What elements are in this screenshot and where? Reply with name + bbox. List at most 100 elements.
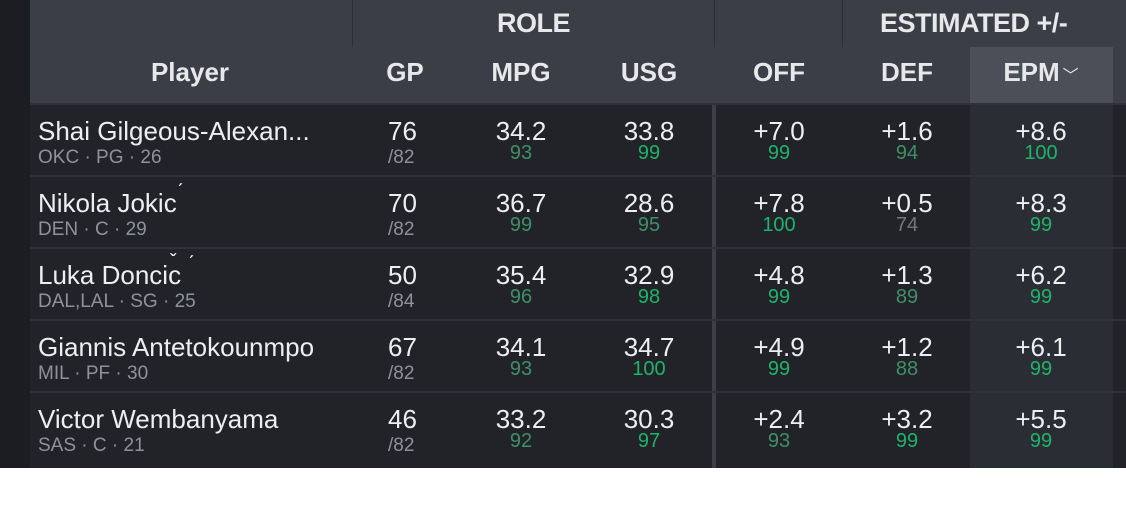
player-meta: SAS · C · 21 [38, 435, 145, 456]
mpg-value: 34.1 [495, 332, 547, 362]
player-name[interactable]: Luka Doncic [38, 260, 182, 290]
usg-percentile: 98 [637, 286, 661, 308]
epm-value: +8.3 [1015, 188, 1067, 218]
accent-mark-icon: ˊ [188, 253, 195, 275]
chevron-down-icon[interactable]: ﹀ [1062, 68, 1079, 86]
column-divider [712, 103, 716, 468]
epm-value: +5.5 [1015, 404, 1067, 434]
usg-value: 34.7 [623, 332, 675, 362]
games-total: /82 [388, 435, 415, 456]
off-value: +7.0 [753, 116, 805, 146]
off-value: +2.4 [753, 404, 805, 434]
def-value: +3.2 [881, 404, 933, 434]
col-header-usg[interactable]: USG [620, 57, 678, 87]
row-divider [30, 103, 1126, 105]
player-name[interactable]: Giannis Antetokounmpo [38, 332, 315, 362]
mpg-value: 33.2 [495, 404, 547, 434]
mpg-value: 34.2 [495, 116, 547, 146]
mpg-percentile: 92 [509, 430, 533, 452]
row-divider [30, 391, 1126, 393]
col-header-epm[interactable]: EPM ﹀ [991, 57, 1091, 88]
games-total: /84 [388, 291, 415, 312]
off-percentile: 99 [767, 358, 791, 380]
mpg-percentile: 93 [509, 142, 533, 164]
accent-mark-icon: ˊ [177, 181, 184, 203]
mpg-value: 35.4 [495, 260, 547, 290]
table-row[interactable]: Victor Wembanyama SAS · C · 21 46 /82 33… [30, 392, 1126, 464]
row-divider [30, 247, 1126, 249]
games-played: 76 [388, 116, 417, 146]
stats-table: ROLE ESTIMATED +/- Player GP MPG USG OFF… [30, 0, 1126, 468]
def-percentile: 94 [895, 142, 919, 164]
epm-value: +6.2 [1015, 260, 1067, 290]
epm-percentile: 100 [1024, 142, 1058, 164]
player-name[interactable]: Victor Wembanyama [38, 404, 279, 434]
def-percentile: 89 [895, 286, 919, 308]
games-played: 46 [388, 404, 417, 434]
off-percentile: 99 [767, 142, 791, 164]
col-header-player[interactable]: Player [150, 57, 230, 87]
games-total: /82 [388, 147, 415, 168]
usg-value: 30.3 [623, 404, 675, 434]
col-header-mpg[interactable]: MPG [491, 57, 551, 87]
col-header-def[interactable]: DEF [881, 57, 933, 87]
off-percentile: 93 [767, 430, 791, 452]
usg-percentile: 99 [637, 142, 661, 164]
def-value: +1.3 [881, 260, 933, 290]
off-percentile: 99 [767, 286, 791, 308]
player-name[interactable]: Shai Gilgeous-Alexan... [38, 116, 310, 146]
table-row[interactable]: Shai Gilgeous-Alexan... OKC · PG · 26 76… [30, 104, 1126, 176]
col-header-epm-label: EPM [1003, 57, 1060, 87]
usg-value: 33.8 [623, 116, 675, 146]
epm-percentile: 99 [1029, 430, 1053, 452]
table-row[interactable]: Nikola Jokic ˊ DEN · C · 29 70 /82 36.7 … [30, 176, 1126, 248]
row-divider [30, 319, 1126, 321]
mpg-percentile: 99 [509, 214, 533, 236]
player-meta: DEN · C · 29 [38, 219, 147, 240]
player-meta: MIL · PF · 30 [38, 363, 149, 384]
mpg-percentile: 96 [509, 286, 533, 308]
group-cell-role: ROLE [352, 0, 715, 47]
games-total: /82 [388, 363, 415, 384]
col-header-off[interactable]: OFF [753, 57, 805, 87]
group-cell-empty-2 [714, 0, 843, 47]
games-played: 50 [388, 260, 417, 290]
table-header [30, 0, 1126, 103]
player-name[interactable]: Nikola Jokic [38, 188, 177, 218]
column-group-row: ROLE ESTIMATED +/- [30, 0, 1126, 47]
off-percentile: 100 [762, 214, 796, 236]
def-percentile: 88 [895, 358, 919, 380]
left-gutter [0, 0, 30, 468]
caron-mark-icon: ˇ [170, 251, 177, 273]
player-meta: DAL,LAL · SG · 25 [38, 291, 196, 312]
player-meta: OKC · PG · 26 [38, 147, 162, 168]
mpg-value: 36.7 [495, 188, 547, 218]
epm-percentile: 99 [1029, 214, 1053, 236]
epm-value: +8.6 [1015, 116, 1067, 146]
mpg-percentile: 93 [509, 358, 533, 380]
col-header-gp[interactable]: GP [386, 57, 424, 87]
usg-percentile: 100 [632, 358, 666, 380]
def-value: +1.2 [881, 332, 933, 362]
games-total: /82 [388, 219, 415, 240]
off-value: +4.9 [753, 332, 805, 362]
usg-percentile: 97 [637, 430, 661, 452]
epm-header-highlight [970, 47, 1113, 103]
def-value: +0.5 [881, 188, 933, 218]
usg-percentile: 95 [637, 214, 661, 236]
def-percentile: 99 [895, 430, 919, 452]
group-label-estimated: ESTIMATED +/- [880, 8, 1068, 38]
off-value: +4.8 [753, 260, 805, 290]
def-value: +1.6 [881, 116, 933, 146]
table-row[interactable]: Luka Doncic ˇ ˊ DAL,LAL · SG · 25 50 /84… [30, 248, 1126, 320]
off-value: +7.8 [753, 188, 805, 218]
table-row[interactable]: Giannis Antetokounmpo MIL · PF · 30 67 /… [30, 320, 1126, 392]
epm-percentile: 99 [1029, 286, 1053, 308]
epm-value: +6.1 [1015, 332, 1067, 362]
games-played: 70 [388, 188, 417, 218]
epm-percentile: 99 [1029, 358, 1053, 380]
group-cell-estimated: ESTIMATED +/- [842, 0, 1126, 47]
usg-value: 28.6 [623, 188, 675, 218]
group-cell-empty-1 [30, 0, 353, 47]
usg-value: 32.9 [623, 260, 675, 290]
